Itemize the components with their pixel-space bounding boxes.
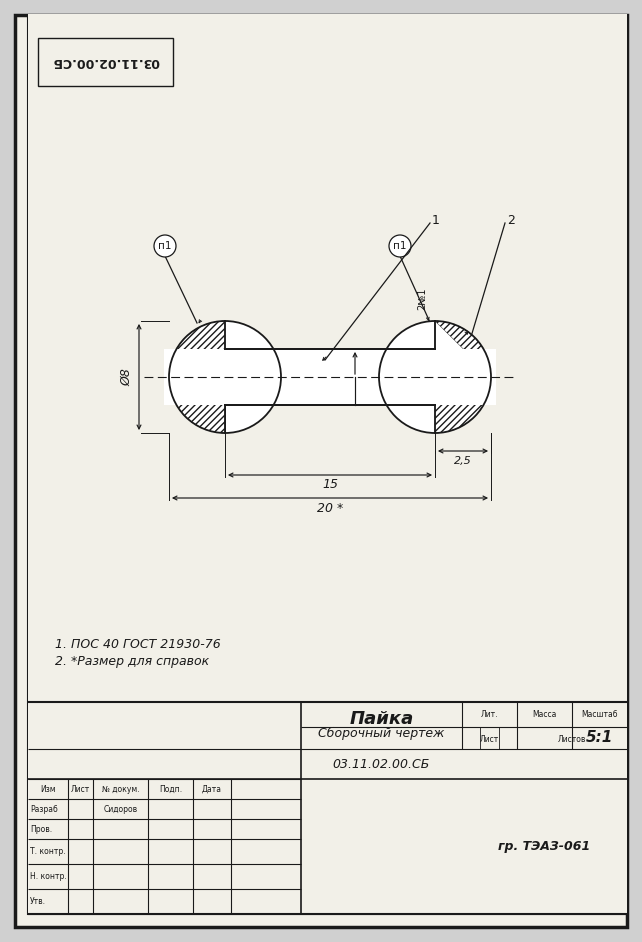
Circle shape [154,235,176,257]
Text: Сидоров: Сидоров [103,804,137,814]
Text: 1: 1 [432,215,440,228]
Text: Сборочный чертеж: Сборочный чертеж [318,727,445,740]
Circle shape [389,235,411,257]
Text: Подп.: Подп. [159,785,182,793]
Text: 2,5: 2,5 [454,456,472,466]
Text: гр. ТЭАЗ-061: гр. ТЭАЗ-061 [498,840,591,853]
Bar [38,38,173,86]
Bar [225,349,435,405]
Bar [28,14,627,702]
Text: 2: 2 [507,215,515,228]
Bar [164,349,225,405]
Text: п1: п1 [158,241,172,251]
Polygon shape [169,378,225,433]
Text: Изм: Изм [40,785,56,793]
Text: Утв.: Утв. [30,897,46,906]
Text: 2№1: 2№1 [417,287,428,310]
Text: Масштаб: Масштаб [581,710,618,719]
Text: п1: п1 [394,241,407,251]
Text: Пров.: Пров. [30,824,52,834]
Bar [225,349,435,405]
Text: 1. ПОС 40 ГОСТ 21930-76: 1. ПОС 40 ГОСТ 21930-76 [55,638,221,651]
Text: 03.11.02.00.СБ: 03.11.02.00.СБ [333,757,430,771]
Text: Ø8: Ø8 [121,368,134,386]
Text: 5:1: 5:1 [586,730,613,745]
Text: 2. *Размер для справок: 2. *Размер для справок [55,656,209,669]
Text: Листов: Листов [558,736,586,744]
Text: Ø4: Ø4 [334,358,350,368]
Text: Разраб: Разраб [30,804,58,814]
Text: Дата: Дата [202,785,222,793]
Text: Масса: Масса [532,710,557,719]
Bar [435,349,496,405]
Text: 03.11.02.00.СБ: 03.11.02.00.СБ [52,56,159,69]
Text: 15: 15 [322,479,338,492]
Circle shape [379,321,491,433]
Text: Лист: Лист [480,736,499,744]
Text: Т. контр.: Т. контр. [30,847,65,856]
Text: № докум.: № докум. [101,785,139,793]
Text: 20 *: 20 * [317,501,343,514]
Bar [28,702,627,914]
Polygon shape [435,378,491,433]
Circle shape [169,321,281,433]
Text: Лист: Лист [71,785,90,793]
Polygon shape [435,321,491,376]
Text: Н. контр.: Н. контр. [30,872,67,881]
Text: Лит.: Лит. [481,710,498,719]
Text: Пайка: Пайка [349,709,413,727]
Polygon shape [169,321,225,376]
